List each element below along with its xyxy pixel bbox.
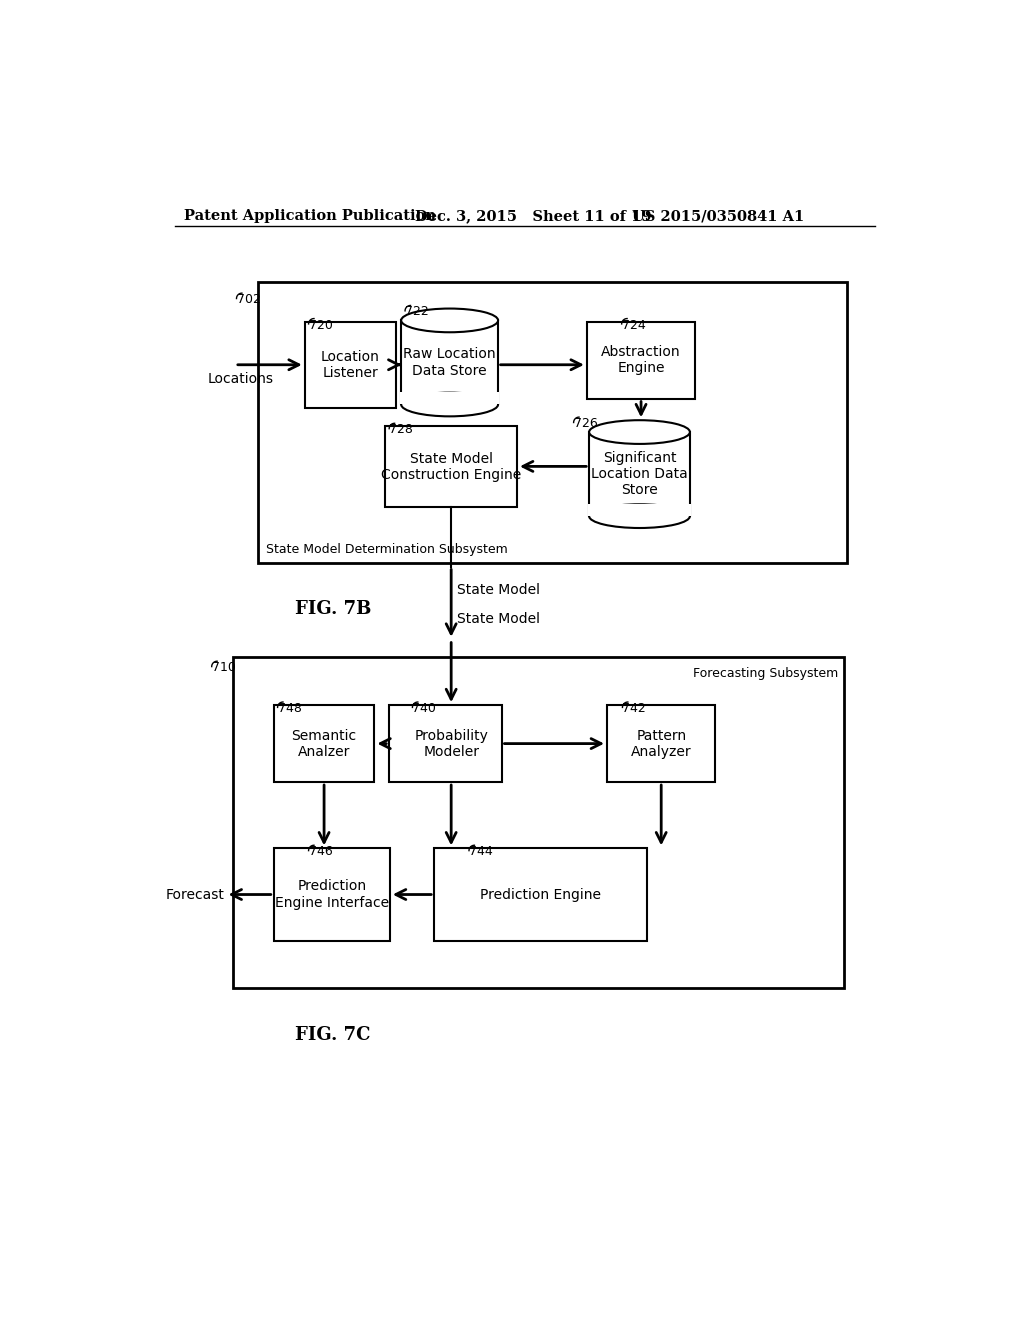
Bar [273, 705, 375, 781]
Text: US 2015/0350841 A1: US 2015/0350841 A1 [632, 209, 804, 223]
Text: 748: 748 [278, 702, 301, 715]
Text: State Model: State Model [458, 612, 541, 626]
Text: 720: 720 [308, 318, 333, 331]
Text: Raw Location
Data Store: Raw Location Data Store [403, 347, 496, 378]
Ellipse shape [589, 420, 690, 444]
Text: 722: 722 [406, 305, 429, 318]
Ellipse shape [401, 309, 498, 333]
Text: 746: 746 [308, 845, 333, 858]
Text: Semantic
Analzer: Semantic Analzer [292, 729, 356, 759]
Text: State Model: State Model [458, 582, 541, 597]
Text: Prediction
Engine Interface: Prediction Engine Interface [274, 879, 389, 909]
Text: Forecasting Subsystem: Forecasting Subsystem [692, 667, 838, 680]
Text: 740: 740 [413, 702, 436, 715]
Bar [589, 503, 690, 516]
Bar [233, 657, 844, 989]
Text: State Model Determination Subsystem: State Model Determination Subsystem [266, 544, 508, 557]
Text: 726: 726 [573, 417, 597, 430]
Text: FIG. 7C: FIG. 7C [295, 1026, 370, 1044]
Bar [434, 849, 647, 941]
Bar [258, 281, 847, 562]
Text: Location
Listener: Location Listener [321, 350, 380, 380]
Bar [587, 322, 695, 399]
Text: 702: 702 [237, 293, 260, 306]
Text: 742: 742 [623, 702, 646, 715]
Ellipse shape [589, 504, 690, 528]
Text: Significant
Location Data
Store: Significant Location Data Store [591, 451, 688, 498]
Text: 728: 728 [389, 424, 413, 437]
Bar [389, 705, 502, 781]
Text: Pattern
Analyzer: Pattern Analyzer [631, 729, 691, 759]
Text: Prediction Engine: Prediction Engine [480, 887, 601, 902]
Text: 724: 724 [622, 318, 645, 331]
Bar [400, 392, 499, 404]
Text: Dec. 3, 2015   Sheet 11 of 19: Dec. 3, 2015 Sheet 11 of 19 [415, 209, 651, 223]
Text: Forecast: Forecast [165, 887, 224, 902]
Text: Locations: Locations [208, 372, 273, 385]
Text: Probability
Modeler: Probability Modeler [415, 729, 488, 759]
Text: 710: 710 [212, 661, 236, 675]
Text: FIG. 7B: FIG. 7B [295, 599, 371, 618]
Ellipse shape [401, 392, 498, 416]
Bar [385, 426, 517, 507]
Text: Abstraction
Engine: Abstraction Engine [601, 345, 681, 375]
Bar [305, 322, 396, 408]
Text: 744: 744 [469, 845, 493, 858]
Bar [273, 849, 390, 941]
Text: State Model
Construction Engine: State Model Construction Engine [381, 451, 521, 482]
Text: Patent Application Publication: Patent Application Publication [183, 209, 436, 223]
Bar [607, 705, 716, 781]
